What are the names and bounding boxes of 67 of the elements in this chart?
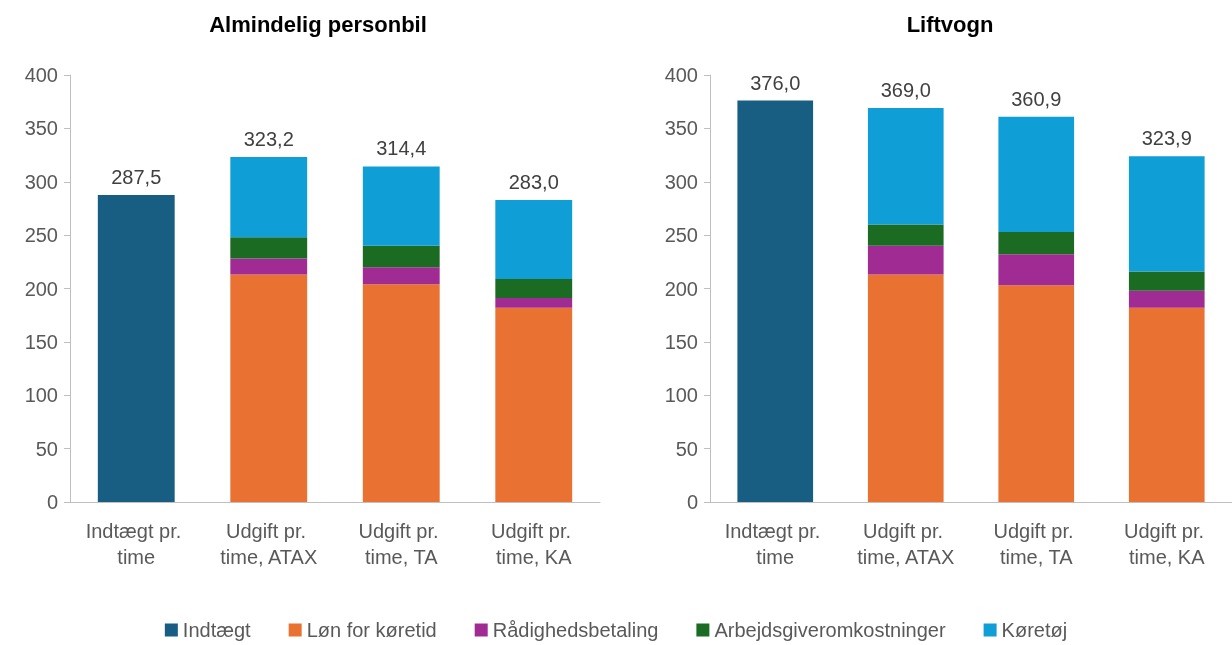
x-tick-label: Udgift pr. time, TA — [993, 520, 1080, 568]
total-label: 360,9 — [1011, 87, 1062, 110]
bar — [362, 267, 440, 285]
total-label: 323,2 — [243, 127, 294, 150]
y-tick-label: 400 — [24, 64, 58, 86]
x-tick-label: Udgift pr. time, TA — [358, 520, 445, 568]
total-label: 314,4 — [376, 137, 427, 160]
bar — [867, 245, 944, 275]
y-tick-label: 250 — [664, 224, 698, 247]
y-tick-label: 0 — [46, 491, 58, 513]
legend-label: Køretøj — [1001, 619, 1068, 641]
bar — [867, 274, 944, 502]
legend-label: Indtægt — [182, 619, 252, 641]
y-tick-label: 350 — [24, 117, 58, 140]
y-tick-label: 0 — [686, 491, 698, 513]
bar — [495, 278, 573, 299]
bar — [1128, 290, 1205, 308]
bar — [362, 166, 440, 246]
bar — [867, 108, 944, 225]
total-label: 287,5 — [111, 166, 162, 189]
total-label: 369,0 — [880, 79, 931, 102]
y-tick-label: 400 — [664, 64, 698, 86]
bar — [362, 284, 440, 502]
bar — [998, 285, 1075, 502]
y-tick-label: 150 — [664, 330, 698, 353]
bar — [230, 258, 308, 275]
legend-label: Arbejdsgiveromkostninger — [714, 619, 946, 641]
total-label: 323,9 — [1141, 127, 1192, 150]
chart-title: Liftvogn — [906, 11, 994, 37]
y-tick-label: 250 — [24, 224, 58, 247]
y-tick-label: 100 — [24, 384, 58, 407]
bar — [495, 307, 573, 502]
bar — [998, 254, 1075, 286]
bar — [1128, 271, 1205, 291]
chart-title: Almindelig personbil — [209, 11, 427, 37]
bar — [230, 237, 308, 259]
x-tick-label: Indtægt pr. time — [85, 520, 187, 568]
bar — [867, 224, 944, 246]
bar — [495, 199, 573, 279]
x-tick-label: Udgift pr. time, KA — [490, 520, 577, 568]
y-tick-label: 100 — [664, 384, 698, 407]
x-tick-label: Udgift pr. time, ATAX — [857, 520, 955, 568]
bar — [230, 274, 308, 502]
bar — [1128, 156, 1205, 272]
y-tick-label: 50 — [35, 437, 58, 460]
total-label: 283,0 — [508, 170, 559, 193]
total-label: 376,0 — [750, 71, 801, 94]
legend-label: Løn for køretid — [306, 619, 437, 641]
bar — [998, 116, 1075, 232]
bar — [495, 298, 573, 308]
y-tick-label: 350 — [664, 117, 698, 140]
bar — [1128, 307, 1205, 502]
y-tick-label: 50 — [675, 437, 698, 460]
bar — [97, 195, 175, 502]
bar — [737, 100, 814, 502]
x-tick-label: Indtægt pr. time — [724, 520, 826, 568]
legend-label: Rådighedsbetaling — [492, 619, 659, 641]
x-tick-label: Udgift pr. time, KA — [1123, 520, 1210, 568]
y-tick-label: 300 — [664, 170, 698, 193]
y-tick-label: 150 — [24, 330, 58, 353]
x-tick-label: Udgift pr. time, ATAX — [220, 520, 318, 568]
bar — [998, 231, 1075, 255]
bar — [362, 245, 440, 268]
bar — [230, 156, 308, 238]
y-tick-label: 300 — [24, 170, 58, 193]
y-tick-label: 200 — [664, 277, 698, 300]
y-tick-label: 200 — [24, 277, 58, 300]
